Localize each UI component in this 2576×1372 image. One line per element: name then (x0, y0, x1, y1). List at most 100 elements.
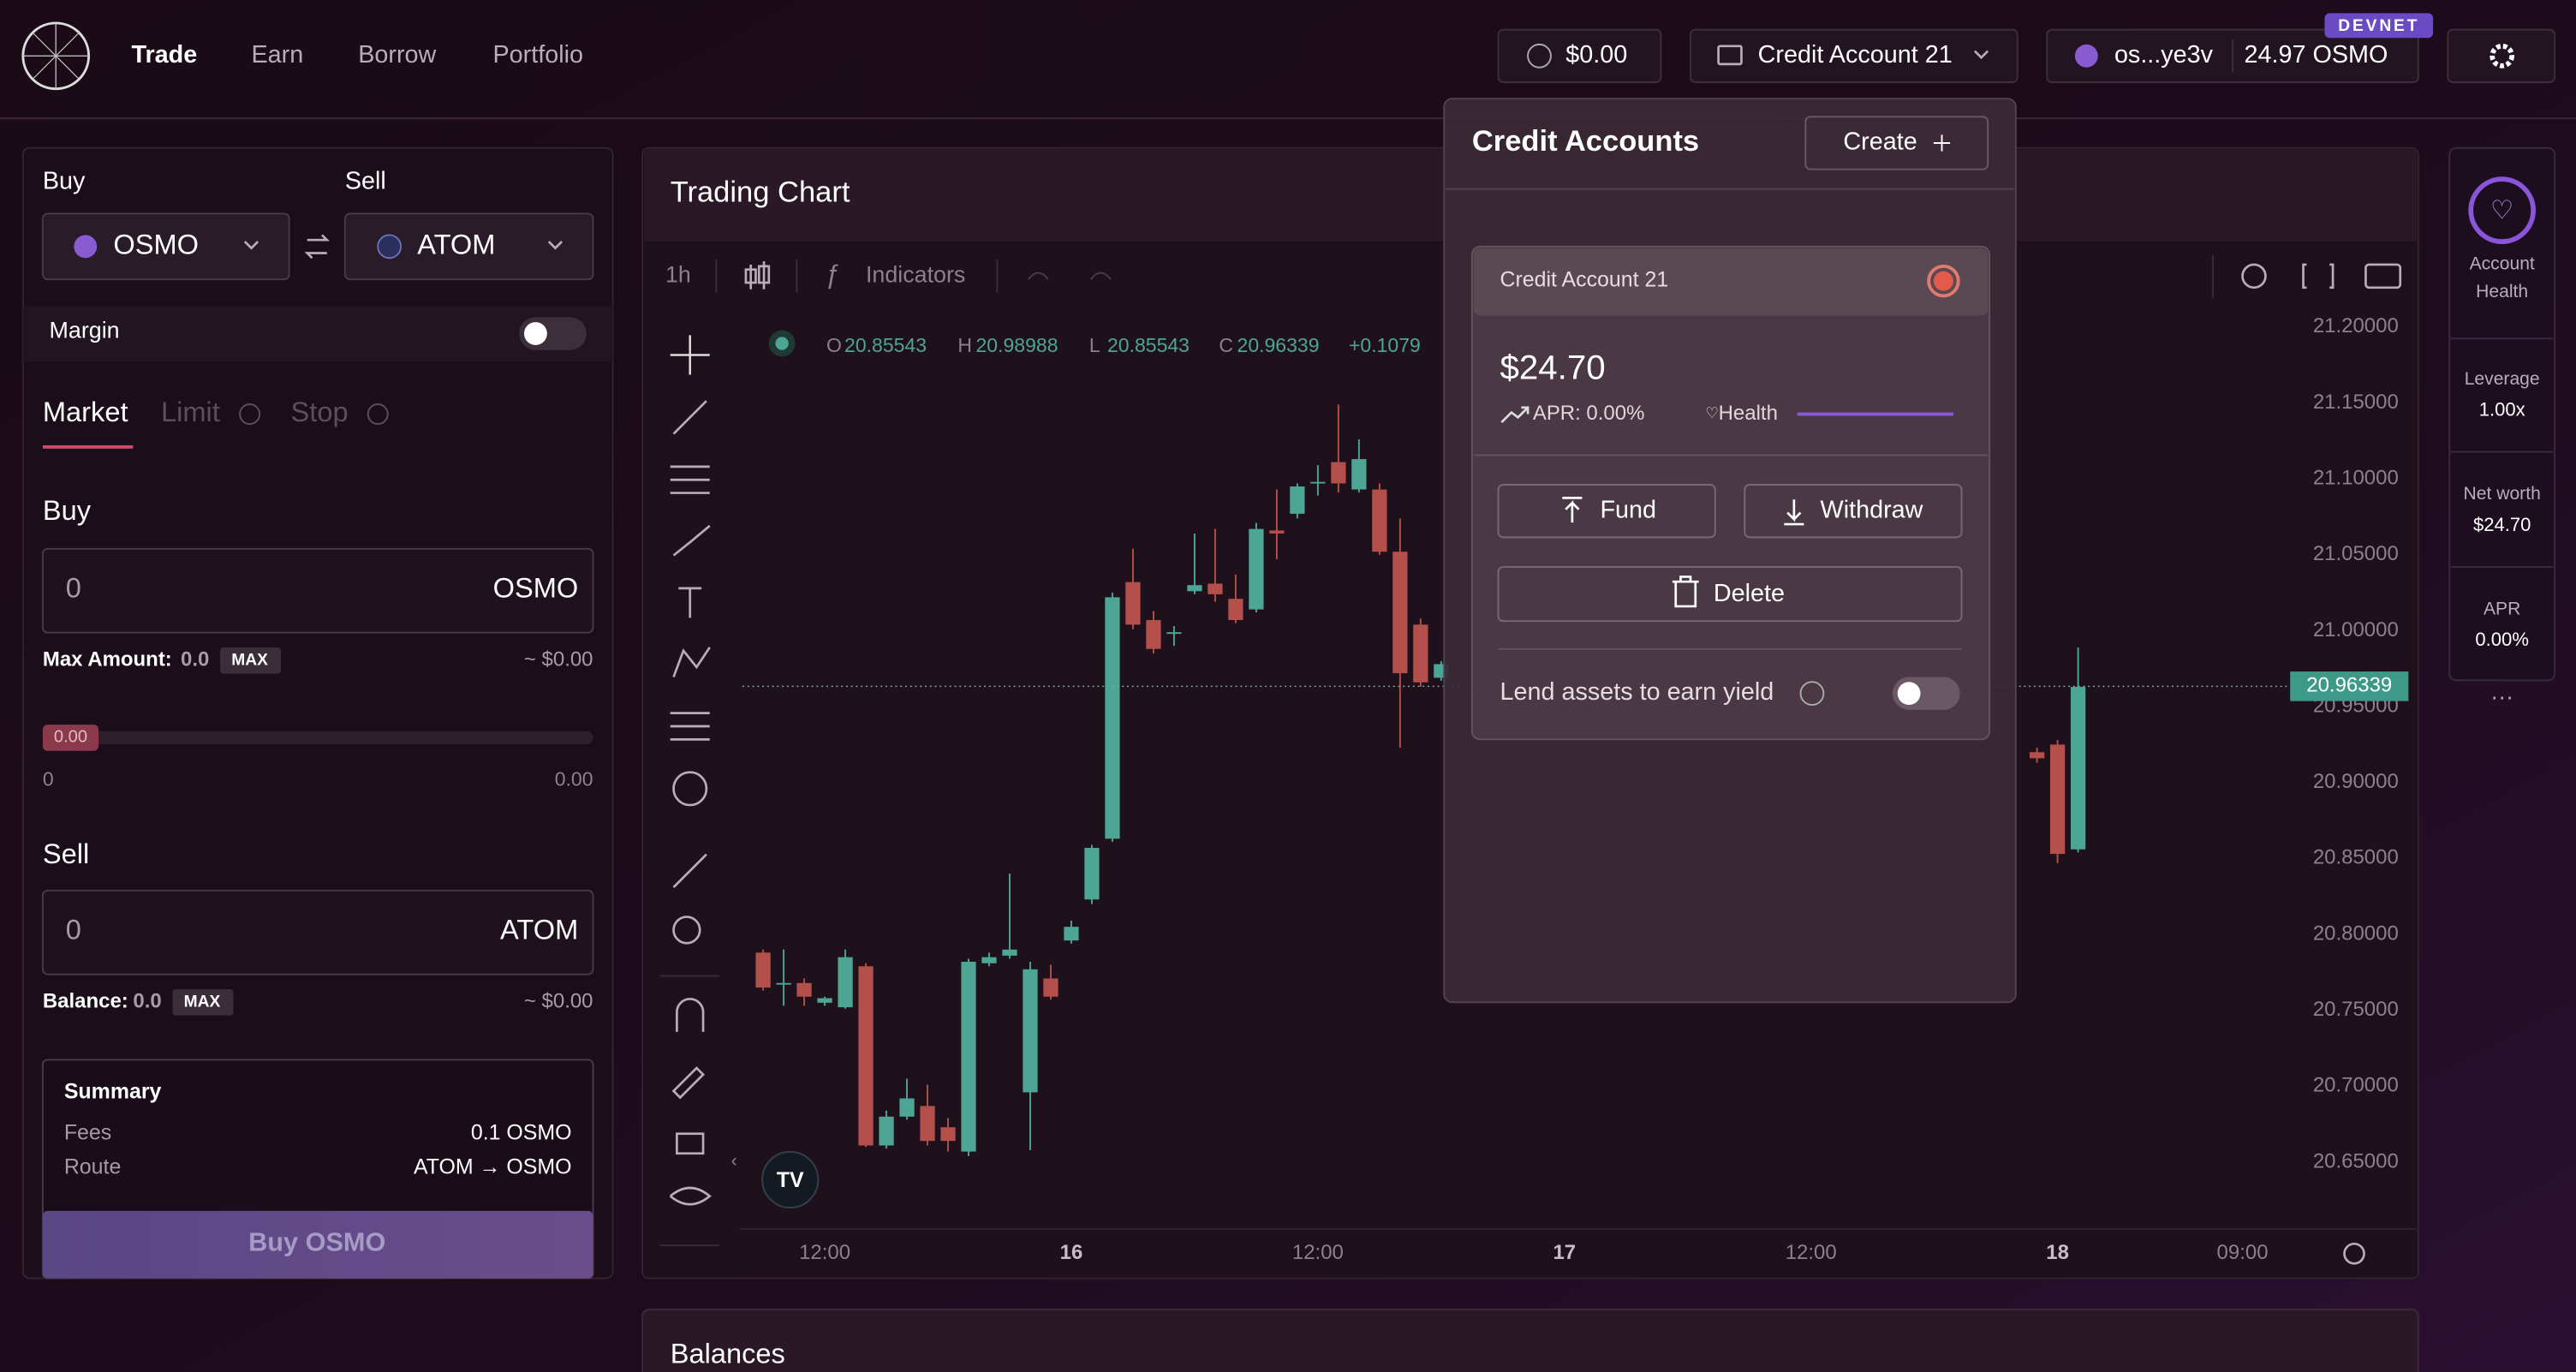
create-button[interactable] (1804, 116, 1989, 170)
x-tick-label: 12:00 (1292, 1241, 1344, 1264)
fx-icon: ƒ (825, 259, 839, 289)
card-title: Credit Account 21 (1500, 268, 1668, 292)
y-tick-label: 21.10000 (2313, 466, 2399, 489)
balance-value: 0.0 (133, 990, 161, 1013)
slider-track[interactable] (42, 731, 593, 745)
max-button[interactable] (220, 647, 282, 674)
candle-body (920, 1106, 935, 1142)
interval[interactable]: 1h (665, 261, 691, 287)
amount-input[interactable] (41, 889, 594, 975)
x-tick-label: 16 (1060, 1241, 1083, 1264)
y-tick-label: 20.70000 (2313, 1074, 2399, 1097)
selected-ring (1927, 264, 1960, 298)
zoom-tool[interactable] (672, 916, 701, 945)
delete-text: Delete (1714, 580, 1785, 607)
tab[interactable]: Limit (161, 396, 220, 427)
delete-button[interactable] (1497, 565, 1963, 623)
nav-item[interactable]: Earn (252, 41, 304, 69)
balances-title: Balances (671, 1337, 785, 1369)
account-button[interactable] (1690, 28, 2018, 83)
asset-select[interactable] (41, 212, 290, 281)
forecast-tool[interactable] (670, 712, 710, 741)
health-bar (1797, 412, 1953, 416)
candle-body (1002, 949, 1017, 956)
balance-button[interactable] (1497, 28, 1662, 83)
popup-title: Credit Accounts (1472, 125, 1699, 158)
health-label: Health (2476, 282, 2528, 301)
emoji-tool[interactable] (672, 771, 708, 807)
nav-item[interactable]: Borrow (358, 41, 436, 69)
tab[interactable]: Market (43, 396, 128, 427)
candle-body (879, 1116, 894, 1146)
health-label: Health (1719, 402, 1778, 425)
lock-tool[interactable] (676, 1132, 705, 1155)
candle-body (1166, 632, 1182, 635)
account-sidebar: ♡ Account Health Leverage 1.00x Net wort… (2448, 146, 2556, 709)
asset-name: OSMO (113, 228, 199, 259)
max-value: 0.0 (181, 648, 209, 671)
lock-draw-tool[interactable] (671, 1066, 705, 1100)
stat-value: $24.70 (2473, 514, 2531, 535)
more-button[interactable]: ··· (2490, 683, 2513, 709)
amount-input[interactable] (41, 547, 594, 634)
settings-button[interactable] (2447, 28, 2556, 83)
chevron (1973, 50, 1989, 60)
swap-icon[interactable] (304, 234, 330, 259)
text-tool[interactable] (678, 587, 702, 618)
chart-settings[interactable] (2241, 263, 2267, 289)
ohlc-value: 20.85543 (844, 334, 927, 356)
fund-text: Fund (1600, 496, 1656, 523)
stat-label: APR (2484, 599, 2520, 618)
pattern-tool[interactable] (672, 647, 711, 677)
balance-icon (1527, 43, 1552, 69)
asset-icon (377, 234, 402, 259)
candle-body (2070, 687, 2086, 850)
asset-select[interactable] (343, 212, 594, 281)
y-tick-label: 20.75000 (2313, 998, 2399, 1021)
indicators[interactable]: Indicators (866, 261, 965, 287)
candle-body (858, 966, 874, 1146)
tab[interactable]: Stop (291, 396, 349, 427)
crosshair-tool[interactable] (670, 335, 710, 375)
ruler-tool[interactable] (672, 853, 707, 888)
hide-tool[interactable] (669, 1186, 712, 1206)
stat-label: Net worth (2464, 484, 2541, 504)
candle-body (776, 982, 791, 985)
plus-icon (1933, 134, 1951, 152)
balance-label: Balance: (43, 990, 128, 1013)
trend-tool[interactable] (672, 400, 707, 435)
candle-body (1372, 489, 1387, 552)
max-button[interactable] (172, 988, 234, 1016)
buy-button[interactable] (42, 1210, 593, 1279)
fullscreen[interactable] (2302, 263, 2334, 289)
collapse-arrow[interactable]: ‹ (731, 1151, 737, 1171)
fib-tool[interactable] (670, 465, 710, 494)
nav-item[interactable]: Portfolio (493, 41, 584, 69)
screenshot[interactable] (2364, 263, 2402, 289)
y-tick-label: 20.85000 (2313, 846, 2399, 869)
heart-icon: ♡ (1705, 404, 1718, 421)
axis-settings[interactable] (2343, 1242, 2365, 1265)
slider-badge[interactable] (42, 725, 99, 751)
fund-button[interactable] (1497, 484, 1716, 539)
brush-tool[interactable] (672, 524, 711, 557)
summary-key: Route (64, 1155, 122, 1179)
health-label: Account (2470, 254, 2535, 274)
y-tick-label: 20.80000 (2313, 922, 2399, 945)
tv-logo[interactable] (761, 1150, 820, 1209)
usd-value: ~ $0.00 (524, 648, 593, 671)
chevron (547, 241, 564, 250)
candle-body (1146, 620, 1161, 649)
withdraw-text: Withdraw (1821, 496, 1923, 523)
ohlc-key: H (957, 334, 972, 356)
candle-body (817, 998, 832, 1003)
nav-item[interactable]: Trade (131, 41, 197, 69)
candle-type-icon[interactable] (744, 261, 771, 289)
candle-body (1351, 459, 1367, 490)
input-value: 0 (66, 571, 81, 603)
magnet-tool[interactable] (676, 998, 705, 1032)
y-tick-label: 21.00000 (2313, 618, 2399, 641)
margin-row (22, 305, 613, 362)
undo-redo[interactable] (1028, 271, 1112, 280)
